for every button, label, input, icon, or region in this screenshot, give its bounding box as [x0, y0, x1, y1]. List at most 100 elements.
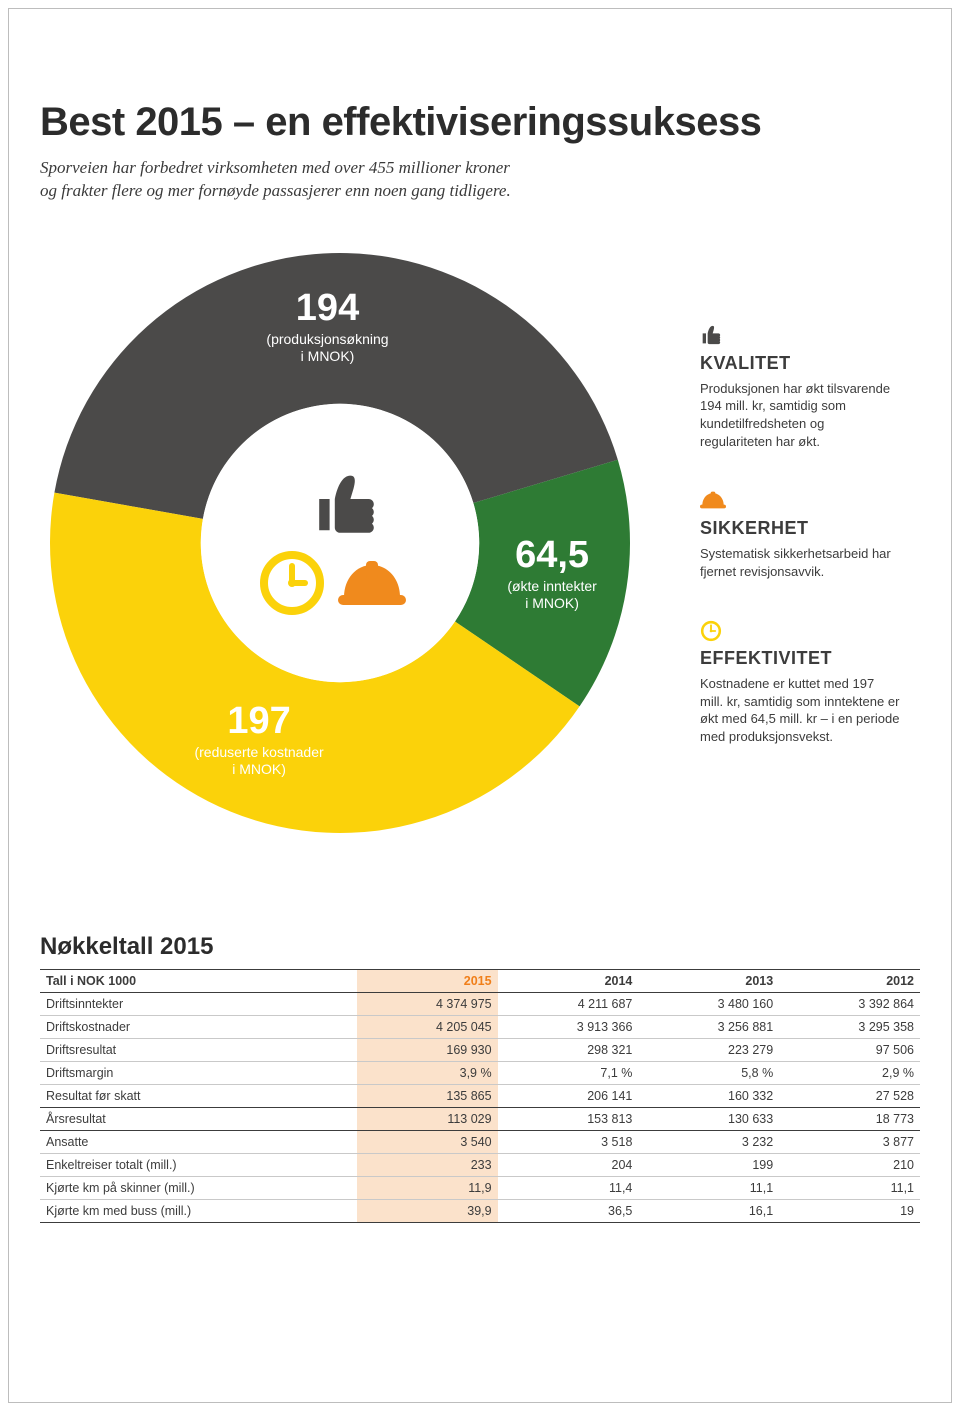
cell: 3 256 881 — [638, 1015, 779, 1038]
donut-center-icons — [240, 443, 440, 643]
table-row: Driftsmargin3,9 %7,1 %5,8 %2,9 % — [40, 1061, 920, 1084]
donut-value-effektivitet: 197 — [164, 702, 354, 742]
table-header-label: Tall i NOK 1000 — [40, 969, 357, 992]
subtitle-line1: Sporveien har forbedret virksomheten med… — [40, 158, 510, 177]
cell: 11,9 — [357, 1176, 498, 1199]
helmet-icon — [338, 561, 406, 605]
cell: 11,1 — [638, 1176, 779, 1199]
row-label: Kjørte km med buss (mill.) — [40, 1199, 357, 1222]
table-row: Kjørte km med buss (mill.)39,936,516,119 — [40, 1199, 920, 1222]
cell: 3 518 — [498, 1130, 639, 1153]
cell: 7,1 % — [498, 1061, 639, 1084]
cell: 206 141 — [498, 1084, 639, 1107]
table-row: Driftskostnader4 205 0453 913 3663 256 8… — [40, 1015, 920, 1038]
legend-title: EFFEKTIVITET — [700, 648, 900, 669]
cell: 11,4 — [498, 1176, 639, 1199]
cell: 3 392 864 — [779, 992, 920, 1015]
table-row: Enkeltreiser totalt (mill.)233204199210 — [40, 1153, 920, 1176]
legend-item-sikkerhet: SIKKERHET Systematisk sikkerhets­arbeid … — [700, 490, 900, 580]
row-label: Enkeltreiser totalt (mill.) — [40, 1153, 357, 1176]
cell: 169 930 — [357, 1038, 498, 1061]
cell: 233 — [357, 1153, 498, 1176]
cell: 135 865 — [357, 1084, 498, 1107]
donut-label-kvalitet: 194 (produksjonsøkningi MNOK) — [233, 289, 423, 366]
cell: 3 877 — [779, 1130, 920, 1153]
table-col-2013: 2013 — [638, 969, 779, 992]
row-label: Ansatte — [40, 1130, 357, 1153]
cell: 36,5 — [498, 1199, 639, 1222]
table-title: Nøkkeltall 2015 — [40, 933, 920, 961]
cell: 3 540 — [357, 1130, 498, 1153]
cell: 160 332 — [638, 1084, 779, 1107]
row-label: Kjørte km på skinner (mill.) — [40, 1176, 357, 1199]
cell: 39,9 — [357, 1199, 498, 1222]
cell: 97 506 — [779, 1038, 920, 1061]
cell: 199 — [638, 1153, 779, 1176]
row-label: Driftsinntekter — [40, 992, 357, 1015]
cell: 210 — [779, 1153, 920, 1176]
legend: KVALITET Produksjonen har økt tilsvarend… — [700, 243, 900, 843]
legend-item-effektivitet: EFFEKTIVITET Kostnadene er kuttet med 19… — [700, 620, 900, 745]
legend-item-kvalitet: KVALITET Produksjonen har økt tilsvarend… — [700, 325, 900, 450]
row-label: Årsresultat — [40, 1107, 357, 1130]
table-row: Resultat før skatt135 865206 141160 3322… — [40, 1084, 920, 1107]
page-subtitle: Sporveien har forbedret virksomheten med… — [40, 157, 600, 203]
donut-chart: 194 (produksjonsøkningi MNOK) 64,5 (økte… — [40, 243, 640, 843]
cell: 11,1 — [779, 1176, 920, 1199]
key-figures-table: Tall i NOK 1000 2015 2014 2013 2012 Drif… — [40, 969, 920, 1223]
table-col-2015: 2015 — [357, 969, 498, 992]
cell: 3 295 358 — [779, 1015, 920, 1038]
clock-icon — [700, 620, 900, 642]
table-row: Driftsresultat169 930298 321223 27997 50… — [40, 1038, 920, 1061]
thumb-icon — [319, 475, 374, 532]
donut-label-sikkerhet: 64,5 (økte inntekteri MNOK) — [457, 536, 647, 613]
legend-text: Kostnadene er kuttet med 197 mill. kr, s… — [700, 675, 900, 745]
table-col-2012: 2012 — [779, 969, 920, 992]
cell: 3 480 160 — [638, 992, 779, 1015]
cell: 3 913 366 — [498, 1015, 639, 1038]
legend-text: Produksjonen har økt tilsvarende 194 mil… — [700, 380, 900, 450]
donut-caption-kvalitet: (produksjonsøkningi MNOK) — [233, 331, 423, 366]
row-label: Driftsresultat — [40, 1038, 357, 1061]
table-row: Kjørte km på skinner (mill.)11,911,411,1… — [40, 1176, 920, 1199]
table-col-2014: 2014 — [498, 969, 639, 992]
legend-title: SIKKERHET — [700, 518, 900, 539]
donut-section: 194 (produksjonsøkningi MNOK) 64,5 (økte… — [40, 243, 920, 843]
donut-caption-effektivitet: (reduserte kostnaderi MNOK) — [164, 744, 354, 779]
cell: 130 633 — [638, 1107, 779, 1130]
helmet-icon — [700, 490, 900, 512]
cell: 19 — [779, 1199, 920, 1222]
row-label: Driftsmargin — [40, 1061, 357, 1084]
donut-label-effektivitet: 197 (reduserte kostnaderi MNOK) — [164, 702, 354, 779]
cell: 4 205 045 — [357, 1015, 498, 1038]
donut-value-sikkerhet: 64,5 — [457, 536, 647, 576]
page-title: Best 2015 – en effektiviseringssuksess — [40, 100, 920, 145]
cell: 3,9 % — [357, 1061, 498, 1084]
table-row: Årsresultat113 029153 813130 63318 773 — [40, 1107, 920, 1130]
cell: 5,8 % — [638, 1061, 779, 1084]
subtitle-line2: og frakter flere og mer fornøyde passasj… — [40, 181, 511, 200]
table-row: Ansatte3 5403 5183 2323 877 — [40, 1130, 920, 1153]
clock-icon — [264, 555, 320, 611]
table-header-row: Tall i NOK 1000 2015 2014 2013 2012 — [40, 969, 920, 992]
cell: 3 232 — [638, 1130, 779, 1153]
row-label: Driftskostnader — [40, 1015, 357, 1038]
cell: 113 029 — [357, 1107, 498, 1130]
cell: 204 — [498, 1153, 639, 1176]
legend-text: Systematisk sikkerhets­arbeid har fjerne… — [700, 545, 900, 580]
cell: 298 321 — [498, 1038, 639, 1061]
cell: 4 374 975 — [357, 992, 498, 1015]
cell: 153 813 — [498, 1107, 639, 1130]
legend-title: KVALITET — [700, 353, 900, 374]
cell: 223 279 — [638, 1038, 779, 1061]
cell: 16,1 — [638, 1199, 779, 1222]
thumb-icon — [700, 325, 900, 347]
donut-caption-sikkerhet: (økte inntekteri MNOK) — [457, 578, 647, 613]
cell: 2,9 % — [779, 1061, 920, 1084]
cell: 18 773 — [779, 1107, 920, 1130]
table-row: Driftsinntekter4 374 9754 211 6873 480 1… — [40, 992, 920, 1015]
cell: 27 528 — [779, 1084, 920, 1107]
row-label: Resultat før skatt — [40, 1084, 357, 1107]
cell: 4 211 687 — [498, 992, 639, 1015]
donut-value-kvalitet: 194 — [233, 289, 423, 329]
